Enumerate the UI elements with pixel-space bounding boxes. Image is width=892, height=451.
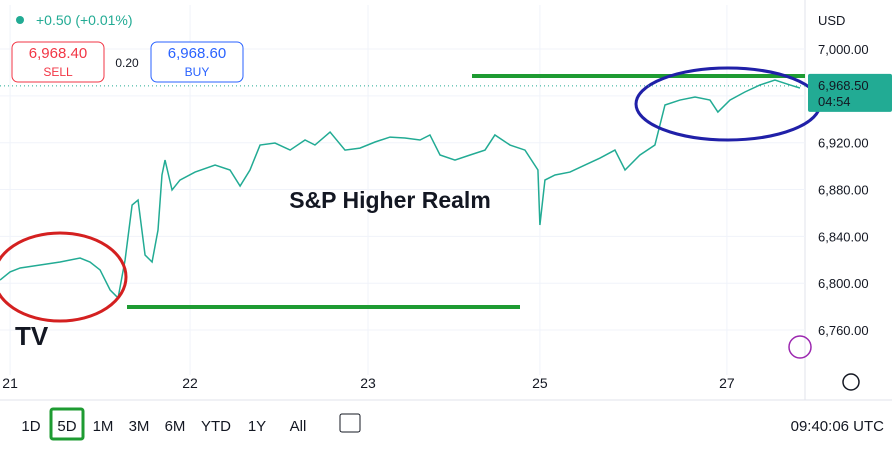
buy-price: 6,968.60 bbox=[168, 45, 226, 62]
buy-label: BUY bbox=[185, 65, 210, 79]
y-tick-label: 6,880.00 bbox=[818, 183, 869, 198]
plot bbox=[0, 5, 805, 375]
spread: 0.20 bbox=[115, 56, 139, 70]
currency[interactable]: USD bbox=[818, 13, 845, 28]
range-button[interactable]: 3M bbox=[129, 418, 150, 435]
sell-button[interactable] bbox=[11, 41, 105, 83]
clock: 09:40:06 UTC bbox=[791, 418, 885, 435]
last-price-box bbox=[808, 73, 892, 112]
range-button[interactable]: 5D bbox=[57, 418, 76, 435]
status-dot bbox=[16, 16, 24, 24]
buy-button[interactable] bbox=[150, 41, 244, 83]
logo: TV bbox=[15, 321, 49, 351]
sell-price: 6,968.40 bbox=[29, 45, 87, 62]
range-button[interactable]: 1Y bbox=[248, 418, 266, 435]
x-tick-label: 21 bbox=[2, 375, 18, 391]
y-tick-label: 7,000.00 bbox=[818, 42, 869, 57]
range-button[interactable]: 1D bbox=[21, 418, 40, 435]
y-tick-label: 6,760.00 bbox=[818, 323, 869, 338]
price-line bbox=[0, 79, 801, 300]
y-tick-label: 6,840.00 bbox=[818, 229, 869, 244]
y-tick-label: 6,920.00 bbox=[818, 136, 869, 151]
x-tick-label: 22 bbox=[182, 375, 198, 391]
calendar-icon[interactable] bbox=[339, 413, 361, 433]
range-button[interactable]: 6M bbox=[165, 418, 186, 435]
countdown: 04:54 bbox=[818, 94, 851, 109]
range-button[interactable]: All bbox=[290, 418, 307, 435]
range-button[interactable]: 1M bbox=[93, 418, 114, 435]
x-tick-label: 27 bbox=[719, 375, 735, 391]
red-ellipse bbox=[0, 231, 128, 323]
last-price: 6,968.50 bbox=[818, 78, 869, 93]
annotation: S&P Higher Realm bbox=[289, 187, 491, 213]
x-tick-label: 23 bbox=[360, 375, 376, 391]
range-button[interactable]: YTD bbox=[201, 418, 231, 435]
flash-icon[interactable] bbox=[788, 335, 812, 359]
y-tick-label: 6,800.00 bbox=[818, 276, 869, 291]
active-range bbox=[49, 407, 85, 441]
sell-label: SELL bbox=[43, 65, 73, 79]
x-tick-label: 25 bbox=[532, 375, 548, 391]
change: +0.50 (+0.01%) bbox=[36, 12, 133, 28]
settings-icon[interactable] bbox=[842, 373, 860, 391]
